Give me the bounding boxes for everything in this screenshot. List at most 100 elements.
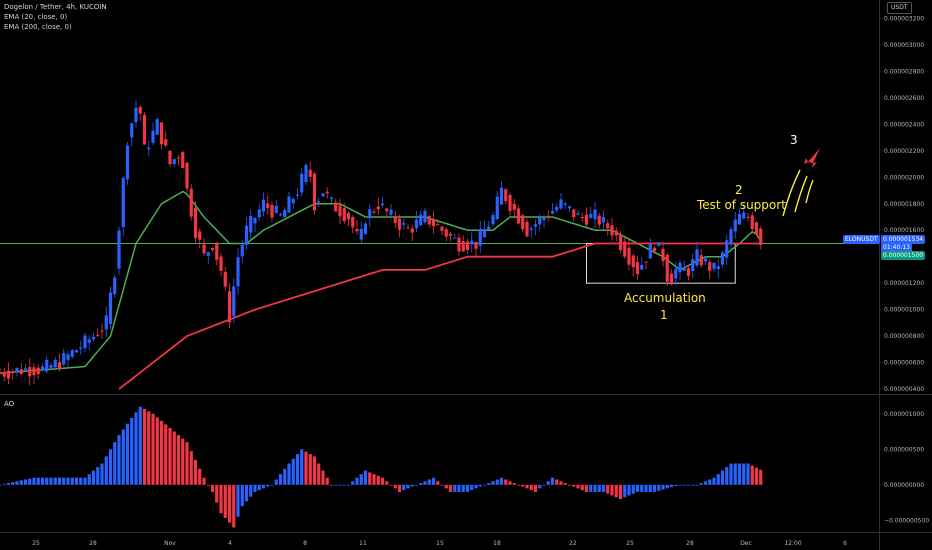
candle-body [576,213,580,215]
ao-bar [465,484,470,492]
ao-bar [261,484,266,489]
candle-body [79,347,83,349]
ao-bar [121,429,125,485]
candle-body [538,217,542,225]
ao-bar [36,477,40,485]
candle-body [453,237,457,239]
ao-bar [750,465,754,485]
candle-body [368,209,372,219]
ema20-legend: EMA (20, close, 0) [4,13,68,21]
candle-body [436,224,440,226]
ao-bar [521,484,525,487]
support-price-tag: 0.000001500 [881,251,926,260]
ao-bar [227,484,232,523]
candle-body [716,266,720,270]
ao-bar [181,438,185,485]
ao-bar [635,484,640,492]
ao-bar [168,427,172,485]
candle-body [32,367,36,376]
candle-body [164,139,168,146]
price-tick-label: 0.000000400 [884,386,924,393]
price-tick-label: 0.000002800 [884,68,924,75]
ao-bar [720,470,725,485]
candle-body [113,277,117,295]
ao-bar [172,431,176,485]
candle-body [372,211,376,213]
candle-body [393,216,397,223]
candle-body [397,218,402,230]
candle-body [644,261,648,263]
ao-bar [402,484,406,491]
candle-body [495,196,499,220]
ao-bar [538,484,542,489]
ao-bar [669,484,674,488]
ao-bar [130,418,134,485]
label-1: 1 [660,308,668,322]
ao-bar [125,423,130,485]
ao-bar [380,477,385,485]
ao-bar [317,463,321,485]
candle-body [635,262,640,275]
candle-body [206,252,210,257]
ao-bar [627,484,631,496]
ao-bar [295,454,300,485]
ao-bar [533,484,538,492]
ao-bar [321,470,325,485]
candle-body [121,177,125,227]
price-tick-label: 0.000001800 [884,201,924,208]
ao-bar [338,484,342,486]
candle-body [53,359,57,368]
candle-body [601,217,606,223]
candle-body [198,231,202,240]
ao-bar [742,463,746,485]
candle-body [19,369,23,375]
candle-body [482,229,487,238]
ao-bar [87,474,91,485]
ao-bar [478,484,482,487]
currency-button[interactable]: USDT [887,2,912,14]
ao-bar [691,484,695,486]
candle-body [504,189,508,202]
ao-bar [155,417,159,485]
candle-body [733,219,737,232]
ao-bar [219,484,223,514]
ao-bar [601,484,606,492]
candle-body [508,195,512,211]
candle-body [669,273,674,285]
ao-bar [457,484,461,492]
candle-body [108,292,113,325]
ao-bar [0,484,2,486]
ao-bar [686,484,691,486]
ao-bar [83,477,87,485]
time-tick-label: Dec [740,540,752,547]
candle-body [657,242,661,246]
candle-body [674,268,678,279]
candle-body [227,291,232,323]
candle-body [300,173,304,193]
last-price-symbol-tag: ELONUSDT [843,235,880,244]
candle-body [117,230,121,269]
ao-bar [312,456,317,485]
ao-bar [593,484,597,492]
candle-body [597,215,601,225]
candle-body [465,241,470,251]
candle-body [253,217,257,224]
candle-body [87,339,91,343]
ao-bar [448,484,453,492]
candle-body [202,244,206,254]
candle-body [249,215,253,233]
candle-body [321,193,325,197]
candle-body [278,214,283,216]
candle-body [134,107,138,123]
candle-body [584,214,589,225]
ao-bar [516,484,521,486]
ao-bar [733,463,737,485]
ao-bar [699,483,703,485]
candle-body [720,252,725,265]
ao-bar [113,442,117,485]
ao-bar [346,484,351,486]
candle-body [11,371,15,373]
ao-bar [15,481,19,485]
